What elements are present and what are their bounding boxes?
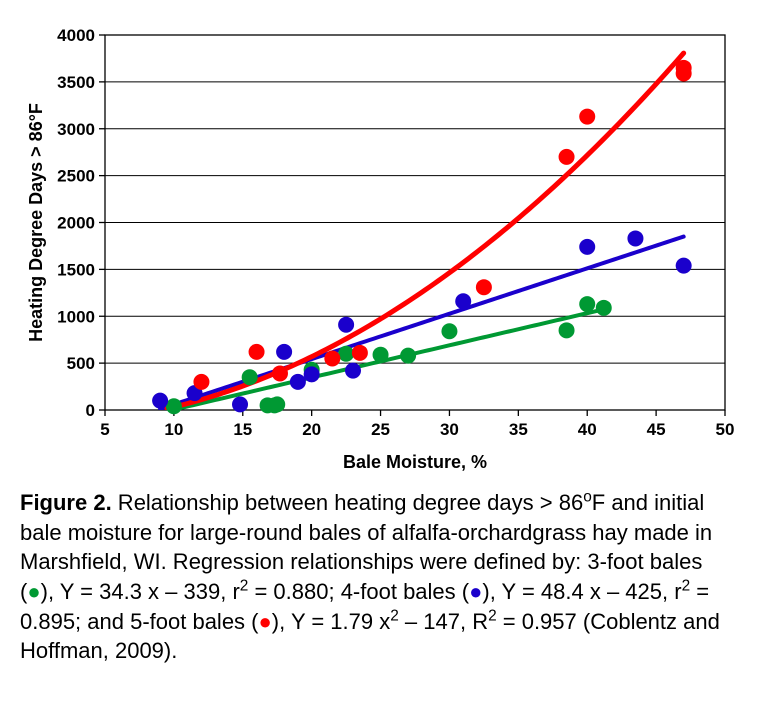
svg-text:500: 500 [67, 354, 95, 373]
svg-text:25: 25 [371, 420, 390, 439]
figure-caption: Figure 2. Relationship between heating d… [20, 488, 740, 666]
svg-text:20: 20 [302, 420, 321, 439]
svg-text:35: 35 [509, 420, 528, 439]
svg-text:Bale Moisture, %: Bale Moisture, % [343, 452, 487, 472]
scatter-chart: 0 500 1000 1500 2000 2500 3000 3500 4000 5 10 15 20 2… [20, 20, 740, 480]
svg-text:15: 15 [233, 420, 252, 439]
svg-text:3000: 3000 [57, 120, 95, 139]
svg-text:0: 0 [86, 401, 95, 420]
svg-text:2500: 2500 [57, 167, 95, 186]
svg-text:40: 40 [578, 420, 597, 439]
svg-text:10: 10 [164, 420, 183, 439]
svg-text:3500: 3500 [57, 73, 95, 92]
svg-text:45: 45 [647, 420, 666, 439]
chart-svg: 0 500 1000 1500 2000 2500 3000 3500 4000 5 10 15 20 2… [20, 20, 740, 480]
svg-text:Heating Degree Days > 86°F: Heating Degree Days > 86°F [26, 103, 46, 342]
legend-dot-4ft: ● [469, 579, 482, 604]
svg-text:30: 30 [440, 420, 459, 439]
svg-text:5: 5 [100, 420, 109, 439]
caption-label: Figure 2. [20, 490, 112, 515]
svg-text:50: 50 [716, 420, 735, 439]
svg-text:1500: 1500 [57, 260, 95, 279]
svg-text:1000: 1000 [57, 307, 95, 326]
legend-dot-3ft: ● [27, 579, 40, 604]
legend-dot-5ft: ● [259, 609, 272, 634]
svg-text:4000: 4000 [57, 26, 95, 45]
svg-text:2000: 2000 [57, 214, 95, 233]
